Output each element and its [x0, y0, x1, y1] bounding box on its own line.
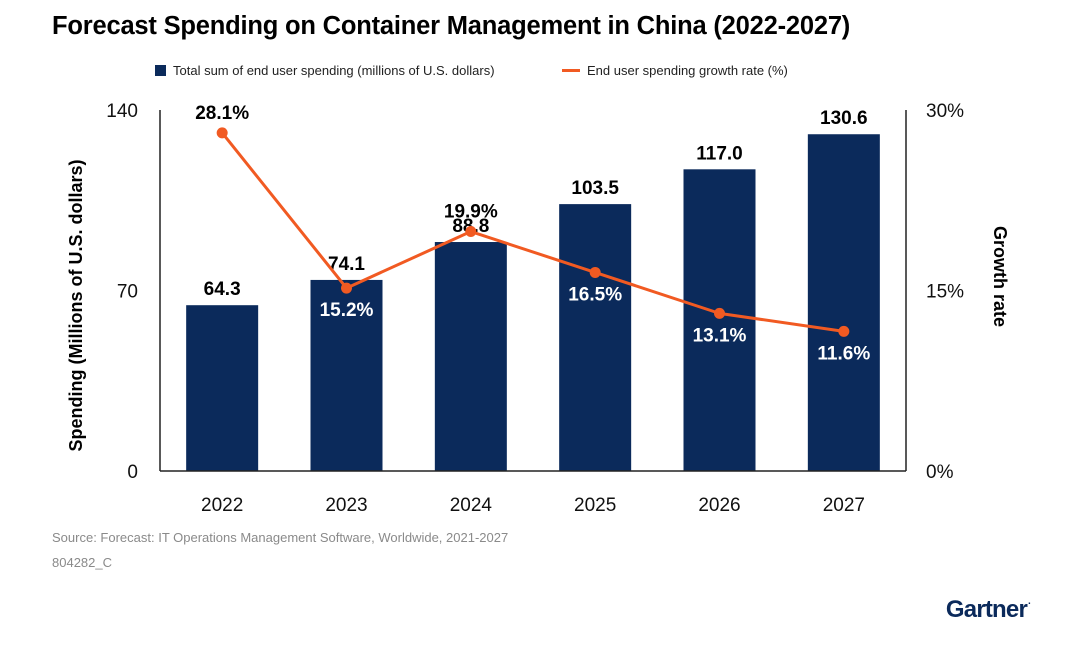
growth-point-2024 [465, 226, 477, 238]
growth-point-2025 [589, 266, 601, 278]
x-tick-label-2026: 2026 [698, 495, 740, 516]
right-tick-label: 30% [926, 101, 964, 122]
x-tick-label-2024: 2024 [450, 495, 493, 516]
left-tick-label: 70 [117, 282, 138, 303]
growth-label-2026: 13.1% [693, 325, 747, 346]
y2-axis-title: Growth rate [990, 226, 1010, 327]
document-id: 804282_C [52, 555, 112, 570]
right-tick-label: 0% [926, 462, 954, 483]
growth-line-group: 28.1% 15.2% 19.9% 16.5% 13.1% 11.6% [195, 103, 870, 365]
legend-swatch-bar [155, 65, 166, 76]
gartner-logo: Gartner. [945, 596, 1031, 624]
bar-value-label-2022: 64.3 [204, 279, 241, 300]
growth-point-2022 [216, 127, 228, 139]
logo-text: Gartner [945, 596, 1028, 623]
growth-point-2027 [838, 325, 850, 337]
x-tick-label-2025: 2025 [574, 495, 616, 516]
logo-dot: . [1028, 596, 1031, 607]
x-tick-label-2027: 2027 [823, 495, 865, 516]
chart-title: Forecast Spending on Container Managemen… [52, 12, 851, 40]
left-tick-label: 140 [106, 101, 138, 122]
growth-point-2023 [341, 282, 352, 294]
right-tick-label: 15% [926, 282, 964, 303]
growth-label-2027: 11.6% [817, 343, 870, 364]
growth-point-2026 [714, 307, 725, 319]
legend-label-spending: Total sum of end user spending (millions… [173, 63, 495, 78]
left-tick-label: 0 [127, 462, 138, 483]
bar-group [186, 134, 880, 472]
axes-group: 0 70 140 0% 15% 30% 2022 2023 2024 2025 2026 2027 Sp… [66, 101, 1010, 516]
bar-2025 [559, 204, 632, 471]
growth-label-2022: 28.1% [195, 103, 249, 124]
growth-label-2025: 16.5% [568, 284, 622, 305]
legend-label-growth: End user spending growth rate (%) [587, 63, 788, 78]
bar-value-label-2026: 117.0 [696, 143, 743, 164]
source-note: Source: Forecast: IT Operations Manageme… [52, 530, 509, 545]
y-axis-title: Spending (Millions of U.S. dollars) [66, 159, 86, 451]
bar-2024 [434, 242, 507, 471]
bar-value-label-2025: 103.5 [571, 178, 619, 199]
legend-swatch-line [562, 69, 580, 72]
growth-rate-line [220, 131, 845, 333]
bar-2026 [683, 169, 756, 472]
x-tick-label-2023: 2023 [325, 495, 367, 516]
legend-item-spending: Total sum of end user spending (millions… [155, 63, 495, 78]
legend: Total sum of end user spending (millions… [0, 63, 1080, 81]
bar-value-label-2027: 130.6 [820, 108, 868, 129]
x-tick-label-2022: 2022 [201, 495, 243, 516]
bar-value-label-2023: 74.1 [328, 254, 365, 275]
bar-2022 [186, 305, 259, 471]
bar-2027 [807, 134, 880, 471]
legend-item-growth: End user spending growth rate (%) [562, 63, 788, 78]
growth-label-2023: 15.2% [320, 300, 374, 321]
bar-2023 [310, 279, 383, 471]
growth-label-2024: 19.9% [444, 202, 498, 223]
